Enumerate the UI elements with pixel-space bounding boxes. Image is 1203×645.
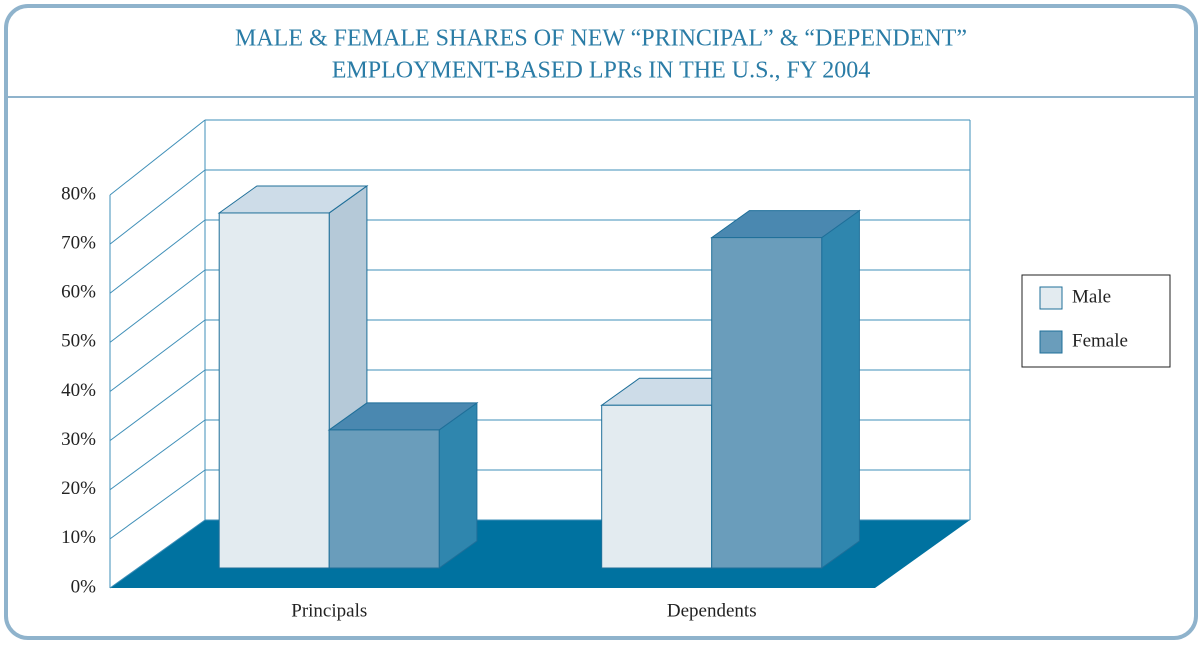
x-tick-label: Principals [291, 600, 367, 621]
chart-title: EMPLOYMENT-BASED LPRs IN THE U.S., FY 20… [332, 58, 871, 84]
grid-line [109, 169, 206, 245]
y-tick-label: 20% [61, 478, 96, 499]
bar-side [821, 209, 860, 569]
grid-line [109, 469, 206, 540]
y-tick-label: 60% [61, 282, 96, 303]
legend-label: Female [1072, 330, 1128, 351]
y-tick-label: 40% [61, 380, 96, 401]
grid-line [109, 319, 206, 392]
grid-line [109, 269, 206, 343]
bar [601, 404, 713, 569]
y-tick-label: 10% [61, 527, 96, 548]
x-tick-label: Dependents [667, 600, 757, 621]
legend-label: Male [1072, 286, 1111, 307]
grid-line [109, 419, 206, 491]
legend-swatch [1039, 330, 1063, 354]
legend-swatch [1039, 286, 1063, 310]
grid-line [109, 519, 206, 589]
bar [711, 237, 823, 569]
bar [328, 429, 440, 569]
y-tick-label: 0% [71, 576, 97, 597]
y-tick-label: 80% [61, 183, 96, 204]
y-tick-label: 50% [61, 331, 96, 352]
grid-line [109, 119, 206, 196]
bar [218, 212, 330, 569]
grid-line [109, 369, 206, 442]
grid-line [109, 219, 206, 294]
y-tick-label: 30% [61, 429, 96, 450]
chart-title: MALE & FEMALE SHARES OF NEW “PRINCIPAL” … [235, 26, 967, 52]
y-tick-label: 70% [61, 232, 96, 253]
bar-side [438, 401, 478, 569]
